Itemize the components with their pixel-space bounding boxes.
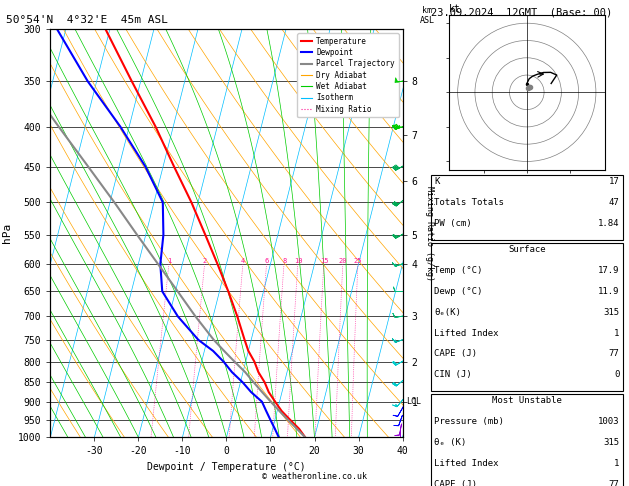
Text: Most Unstable: Most Unstable [492, 396, 562, 405]
Y-axis label: hPa: hPa [3, 223, 12, 243]
Text: Lifted Index: Lifted Index [434, 329, 499, 338]
Text: CAPE (J): CAPE (J) [434, 349, 477, 359]
Text: 1: 1 [614, 459, 620, 468]
Text: 1: 1 [614, 329, 620, 338]
Text: 0: 0 [614, 370, 620, 380]
Text: 10: 10 [294, 259, 303, 264]
Text: 8: 8 [282, 259, 286, 264]
Text: 315: 315 [603, 308, 620, 317]
Text: θₑ (K): θₑ (K) [434, 438, 466, 447]
Text: 1.84: 1.84 [598, 219, 620, 228]
Text: 6: 6 [265, 259, 269, 264]
Text: kt: kt [449, 4, 461, 14]
Text: 50°54'N  4°32'E  45m ASL: 50°54'N 4°32'E 45m ASL [6, 15, 169, 25]
Text: θₑ(K): θₑ(K) [434, 308, 461, 317]
Text: Surface: Surface [508, 245, 545, 254]
Text: CAPE (J): CAPE (J) [434, 480, 477, 486]
X-axis label: Dewpoint / Temperature (°C): Dewpoint / Temperature (°C) [147, 462, 306, 472]
Text: 11.9: 11.9 [598, 287, 620, 296]
Text: © weatheronline.co.uk: © weatheronline.co.uk [262, 472, 367, 481]
Text: 47: 47 [609, 198, 620, 208]
Text: Lifted Index: Lifted Index [434, 459, 499, 468]
Text: 77: 77 [609, 480, 620, 486]
Text: LCL: LCL [406, 397, 421, 406]
Text: 1: 1 [167, 259, 171, 264]
Text: 315: 315 [603, 438, 620, 447]
Y-axis label: Mixing Ratio (g/kg): Mixing Ratio (g/kg) [425, 186, 434, 281]
Text: 1003: 1003 [598, 417, 620, 426]
Text: 23.09.2024  12GMT  (Base: 00): 23.09.2024 12GMT (Base: 00) [431, 7, 612, 17]
Text: K: K [434, 177, 440, 187]
Text: 4: 4 [241, 259, 245, 264]
Text: 17: 17 [609, 177, 620, 187]
Text: 15: 15 [320, 259, 328, 264]
Text: Totals Totals: Totals Totals [434, 198, 504, 208]
Text: 25: 25 [353, 259, 362, 264]
Text: 20: 20 [338, 259, 347, 264]
Text: PW (cm): PW (cm) [434, 219, 472, 228]
Text: Dewp (°C): Dewp (°C) [434, 287, 482, 296]
Text: CIN (J): CIN (J) [434, 370, 472, 380]
Text: Pressure (mb): Pressure (mb) [434, 417, 504, 426]
Text: km
ASL: km ASL [420, 6, 435, 25]
Text: 77: 77 [609, 349, 620, 359]
Text: 17.9: 17.9 [598, 266, 620, 275]
Text: Temp (°C): Temp (°C) [434, 266, 482, 275]
Text: 2: 2 [203, 259, 207, 264]
Legend: Temperature, Dewpoint, Parcel Trajectory, Dry Adiabat, Wet Adiabat, Isotherm, Mi: Temperature, Dewpoint, Parcel Trajectory… [297, 33, 399, 117]
